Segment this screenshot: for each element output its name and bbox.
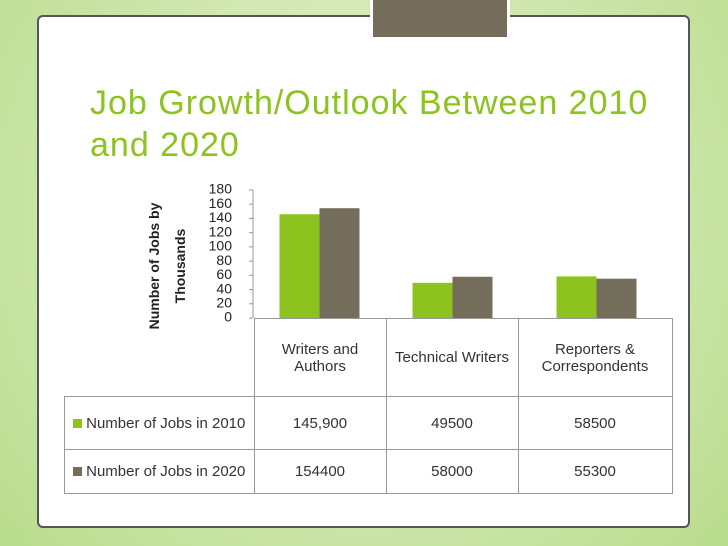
legend-label: Number of Jobs in 2010 [86,414,246,432]
category-label: Reporters & Correspondents [517,318,673,397]
chart-title: Job Growth/Outlook Between 2010 and 2020 [90,84,649,164]
bar [556,276,597,318]
y-tick-label: 120 [209,223,233,239]
legend-label: Number of Jobs in 2020 [86,463,246,480]
data-table: Writers and Authors Technical Writers Repo… [64,318,673,494]
value-label: 49500 [385,396,519,450]
bar [319,208,360,318]
bar [412,282,453,318]
value-label: 58000 [385,449,519,494]
y-tick-label: 80 [216,252,232,268]
y-tick-label: 140 [209,209,233,225]
y-tick-label: 180 [209,181,233,197]
y-tick-label: 0 [224,309,232,325]
bar [596,278,637,318]
series-row: Number of Jobs in 2010 145,900 49500 58500 [64,396,673,450]
series-row: Number of Jobs in 2020 154400 58000 55300 [64,449,673,494]
category-row: Writers and Authors Technical Writers Repo… [64,318,673,397]
tab [370,0,510,40]
y-tick-label: 160 [209,195,233,211]
legend-entry: Number of Jobs in 2010 [64,396,255,450]
y-tick-label: 20 [216,294,232,310]
y-tick-label: 100 [209,238,233,254]
y-tick-label: 40 [216,280,232,296]
legend-key [73,467,83,476]
bar [452,276,493,318]
category-label: Writers and Authors [253,318,387,397]
y-tick-label: 60 [216,266,232,282]
value-label: 145,900 [253,396,387,450]
category-label: Technical Writers [385,318,519,397]
value-label: 58500 [517,396,673,450]
legend-key [73,418,83,428]
legend-entry: Number of Jobs in 2020 [64,449,255,494]
blank-cell [64,318,255,397]
bar [279,214,320,318]
value-label: 154400 [253,449,387,494]
value-label: 55300 [517,449,673,494]
